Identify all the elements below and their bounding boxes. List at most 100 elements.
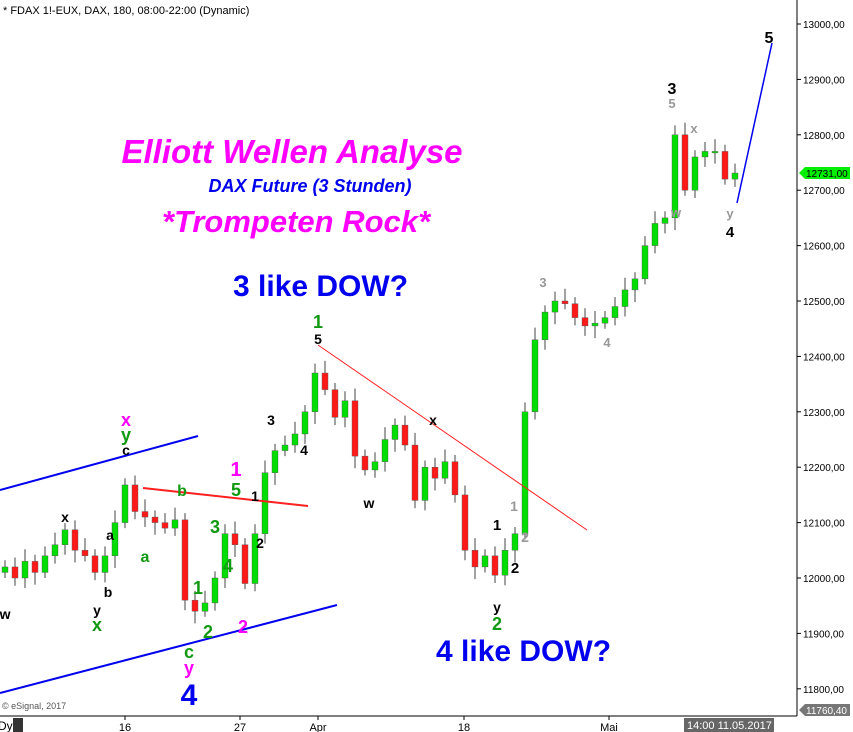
candle — [151, 510, 159, 535]
candle — [441, 449, 449, 484]
candle-body — [321, 372, 329, 390]
wave-label: x — [61, 509, 69, 525]
y-tick-label: 12100,00 — [803, 519, 845, 530]
red-trend-line[interactable] — [142, 487, 309, 507]
wave-label: a — [106, 527, 114, 543]
candle — [661, 211, 669, 234]
chart-title: * FDAX 1!-EUX, DAX, 180, 08:00-22:00 (Dy… — [3, 5, 249, 17]
wave-label: w — [363, 495, 375, 511]
candle-body — [651, 223, 659, 246]
y-tick-label: 12600,00 — [803, 242, 845, 253]
wave-label: w — [670, 205, 682, 220]
wave-label: 3 — [668, 81, 677, 98]
candle-body — [181, 519, 189, 601]
candle-body — [481, 555, 489, 568]
candle — [451, 455, 459, 503]
analysis-title: Elliott Wellen Analyse — [121, 133, 462, 170]
candle — [361, 449, 369, 476]
wave-label: y — [493, 599, 501, 615]
wave-label: x — [121, 410, 131, 430]
low-marker-label: 11760,40 — [806, 706, 847, 717]
candle — [671, 125, 679, 231]
candle — [271, 443, 279, 485]
candle — [131, 475, 139, 520]
note-3-like-dow: 3 like DOW? — [233, 270, 408, 303]
candle-body — [21, 561, 29, 579]
candle-body — [601, 317, 609, 324]
candle — [241, 538, 249, 590]
projection-line[interactable] — [736, 42, 773, 204]
candle-body — [331, 389, 339, 418]
candle — [641, 236, 649, 285]
candle — [431, 457, 439, 491]
candle — [281, 435, 289, 457]
candles — [1, 122, 739, 624]
candle-body — [311, 372, 319, 412]
wave-label: 1 — [510, 498, 518, 514]
candle — [721, 144, 729, 185]
wave-label: y — [93, 602, 101, 618]
copyright: © eSignal, 2017 — [2, 701, 66, 711]
wave-label: x — [92, 615, 102, 635]
analysis-tagline: *Trompeten Rock* — [162, 204, 432, 239]
upper-channel-line[interactable] — [0, 435, 199, 491]
candle — [161, 513, 169, 534]
candle — [191, 590, 199, 624]
datetime: 14:00 11.05.2017 — [687, 720, 772, 732]
candle — [391, 418, 399, 452]
candle — [141, 499, 149, 528]
candle — [71, 520, 79, 563]
candle-body — [551, 300, 559, 313]
candle-body — [661, 217, 669, 224]
wave-label: a — [141, 549, 150, 566]
red-downtrend-line[interactable] — [317, 344, 588, 531]
wave-label: y — [184, 658, 194, 678]
candle-body — [161, 522, 169, 529]
candle — [321, 360, 329, 396]
candle — [421, 460, 429, 511]
candle-body — [71, 529, 79, 551]
candle — [581, 308, 589, 336]
x-tick-label: 18 — [458, 722, 470, 732]
wave-label: y — [121, 425, 131, 445]
trend-lines — [0, 42, 773, 694]
candle — [251, 524, 259, 592]
y-tick-label: 12400,00 — [803, 352, 845, 363]
lock-icon[interactable] — [13, 718, 23, 732]
candle — [221, 524, 229, 588]
candle-body — [381, 439, 389, 462]
candle-body — [721, 151, 729, 180]
candle-body — [241, 544, 249, 584]
x-axis: 16 27 Apr 18 Mai — [119, 716, 618, 732]
candle — [401, 415, 409, 451]
candle — [41, 546, 49, 578]
candle-body — [571, 303, 579, 318]
candle — [201, 590, 209, 617]
candle-body — [561, 300, 569, 304]
candle-body — [281, 444, 289, 451]
wave-label: 5 — [231, 480, 241, 500]
candle — [181, 513, 189, 611]
candle-body — [61, 529, 69, 545]
candle-body — [391, 424, 399, 440]
candle — [521, 402, 529, 540]
candle-body — [681, 134, 689, 191]
candle — [291, 421, 299, 453]
candle-body — [541, 311, 549, 340]
candle — [31, 554, 39, 585]
datetime-box — [684, 718, 774, 732]
candle-body — [371, 461, 379, 471]
candle-body — [731, 172, 739, 180]
x-tick-label: 16 — [119, 722, 131, 732]
wave-label: 1 — [193, 578, 203, 598]
wave-label: b — [104, 584, 113, 600]
wave-label: 2 — [203, 622, 213, 642]
lower-channel-line[interactable] — [0, 604, 338, 694]
wave-label: 3 — [267, 412, 275, 428]
candle — [371, 452, 379, 478]
y-tick-label: 12700,00 — [803, 186, 845, 197]
candle-body — [131, 484, 139, 512]
y-tick-label: 11900,00 — [803, 629, 844, 640]
